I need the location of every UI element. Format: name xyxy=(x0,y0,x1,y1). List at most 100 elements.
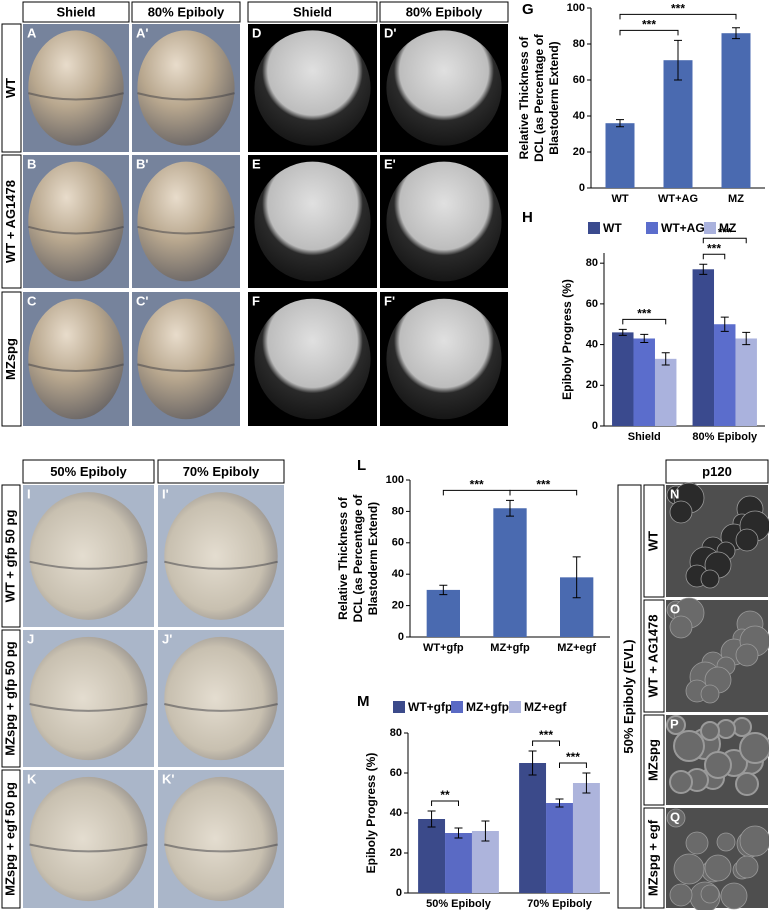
embryo xyxy=(137,298,235,420)
panel-letter: D xyxy=(252,25,261,40)
embryo-margin xyxy=(29,703,148,712)
column-header: 50% Epiboly xyxy=(50,464,127,479)
error-bar xyxy=(427,810,436,828)
cell-outline xyxy=(669,500,693,524)
significance-label: *** xyxy=(707,241,721,255)
bar xyxy=(663,60,693,189)
embryo-margin xyxy=(29,560,148,570)
cell-outline xyxy=(716,832,736,852)
row-label: WT xyxy=(645,531,660,551)
cell-outline xyxy=(673,853,705,885)
embryo xyxy=(29,492,148,620)
bar xyxy=(633,338,655,426)
column-header-box xyxy=(131,1,241,23)
embryo-margin xyxy=(28,225,124,235)
y-tick-label: 0 xyxy=(396,887,402,899)
embryo-margin xyxy=(137,92,235,101)
legend-label: MZ xyxy=(719,221,736,235)
error-bar xyxy=(742,331,751,346)
y-axis-label: Blastoderm Extend) xyxy=(547,41,561,154)
row-label: WT xyxy=(3,78,18,98)
embryo-margin xyxy=(164,843,278,853)
embryo xyxy=(29,636,148,761)
significance-label: *** xyxy=(536,478,550,492)
significance-label: *** xyxy=(470,478,484,492)
significance-bracket xyxy=(431,800,459,806)
cell-outline xyxy=(669,883,693,907)
legend-label: MZ+egf xyxy=(524,700,567,714)
embryo-margin xyxy=(28,363,124,373)
legend-swatch xyxy=(393,701,405,713)
x-tick-label: MZ+gfp xyxy=(490,642,530,654)
significance-label: ** xyxy=(440,788,450,802)
y-tick-label: 100 xyxy=(567,2,585,14)
error-bar xyxy=(699,263,708,275)
panel-letter: C' xyxy=(136,293,148,308)
y-axis-label: Epiboly Progress (%) xyxy=(560,279,574,400)
row-label-box xyxy=(643,599,665,713)
significance-bracket xyxy=(702,253,726,260)
cell-outline xyxy=(739,732,769,764)
significance-bracket xyxy=(559,762,587,768)
significance-bracket xyxy=(532,740,560,746)
bar xyxy=(426,589,460,637)
embryo xyxy=(386,298,502,420)
error-bar xyxy=(454,827,463,839)
cell-outline xyxy=(669,770,693,794)
y-axis-label: DCL (as Percentage of xyxy=(351,494,365,623)
panel-letter: O xyxy=(670,601,680,616)
y-tick-label: 40 xyxy=(390,807,402,819)
y-tick-label: 80 xyxy=(586,257,598,269)
panel-letter: C xyxy=(27,293,37,308)
row-label-box xyxy=(1,291,22,427)
x-tick-label: MZ xyxy=(728,193,744,205)
y-tick-label: 80 xyxy=(392,505,404,517)
row-label: WT + AG1478 xyxy=(645,615,660,698)
bar xyxy=(735,338,757,426)
row-label-box xyxy=(1,484,21,628)
cell-outline xyxy=(700,884,720,904)
embryo xyxy=(137,30,235,146)
bar xyxy=(612,332,634,426)
row-label: MZspg + egf 50 pg xyxy=(2,782,17,896)
column-header: Shield xyxy=(293,4,332,19)
embryo-margin xyxy=(137,225,235,235)
bar xyxy=(445,833,472,893)
column-header-box xyxy=(379,1,509,23)
y-tick-label: 20 xyxy=(573,146,585,158)
error-bar xyxy=(528,750,537,776)
legend-swatch xyxy=(646,222,658,234)
chart-panel-letter: G xyxy=(522,1,534,18)
row-label-box xyxy=(1,769,21,909)
embryo xyxy=(137,161,235,282)
significance-label: *** xyxy=(637,306,651,320)
panel-letter: B' xyxy=(136,156,148,171)
column-header-box xyxy=(665,459,769,484)
chart-panel-letter: H xyxy=(522,209,533,226)
legend-swatch xyxy=(704,222,716,234)
bar xyxy=(493,508,527,637)
column-header: 70% Epiboly xyxy=(183,464,260,479)
y-tick-label: 60 xyxy=(390,767,402,779)
cell-outline xyxy=(666,808,686,828)
panel-letter: E xyxy=(252,156,261,171)
chart-panel-letter: M xyxy=(357,693,370,710)
panel-letter: Q xyxy=(670,809,680,824)
error-bar xyxy=(506,499,514,517)
y-tick-label: 0 xyxy=(579,182,585,194)
panel-letter: A' xyxy=(136,25,148,40)
embryo xyxy=(254,298,371,420)
embryo-margin xyxy=(164,560,278,570)
embryo xyxy=(254,161,371,282)
error-bar xyxy=(572,556,581,599)
cell-outline xyxy=(735,855,759,879)
row-label: MZspg xyxy=(645,739,660,781)
side-label: 50% Epiboly (EVL) xyxy=(621,639,636,753)
error-bar xyxy=(640,333,649,344)
row-label: MZspg + egf xyxy=(645,819,660,896)
row-label-box xyxy=(1,629,21,768)
panel-letter: E' xyxy=(384,156,396,171)
panel-letter: F' xyxy=(384,293,395,308)
panel-letter: I' xyxy=(162,486,169,501)
